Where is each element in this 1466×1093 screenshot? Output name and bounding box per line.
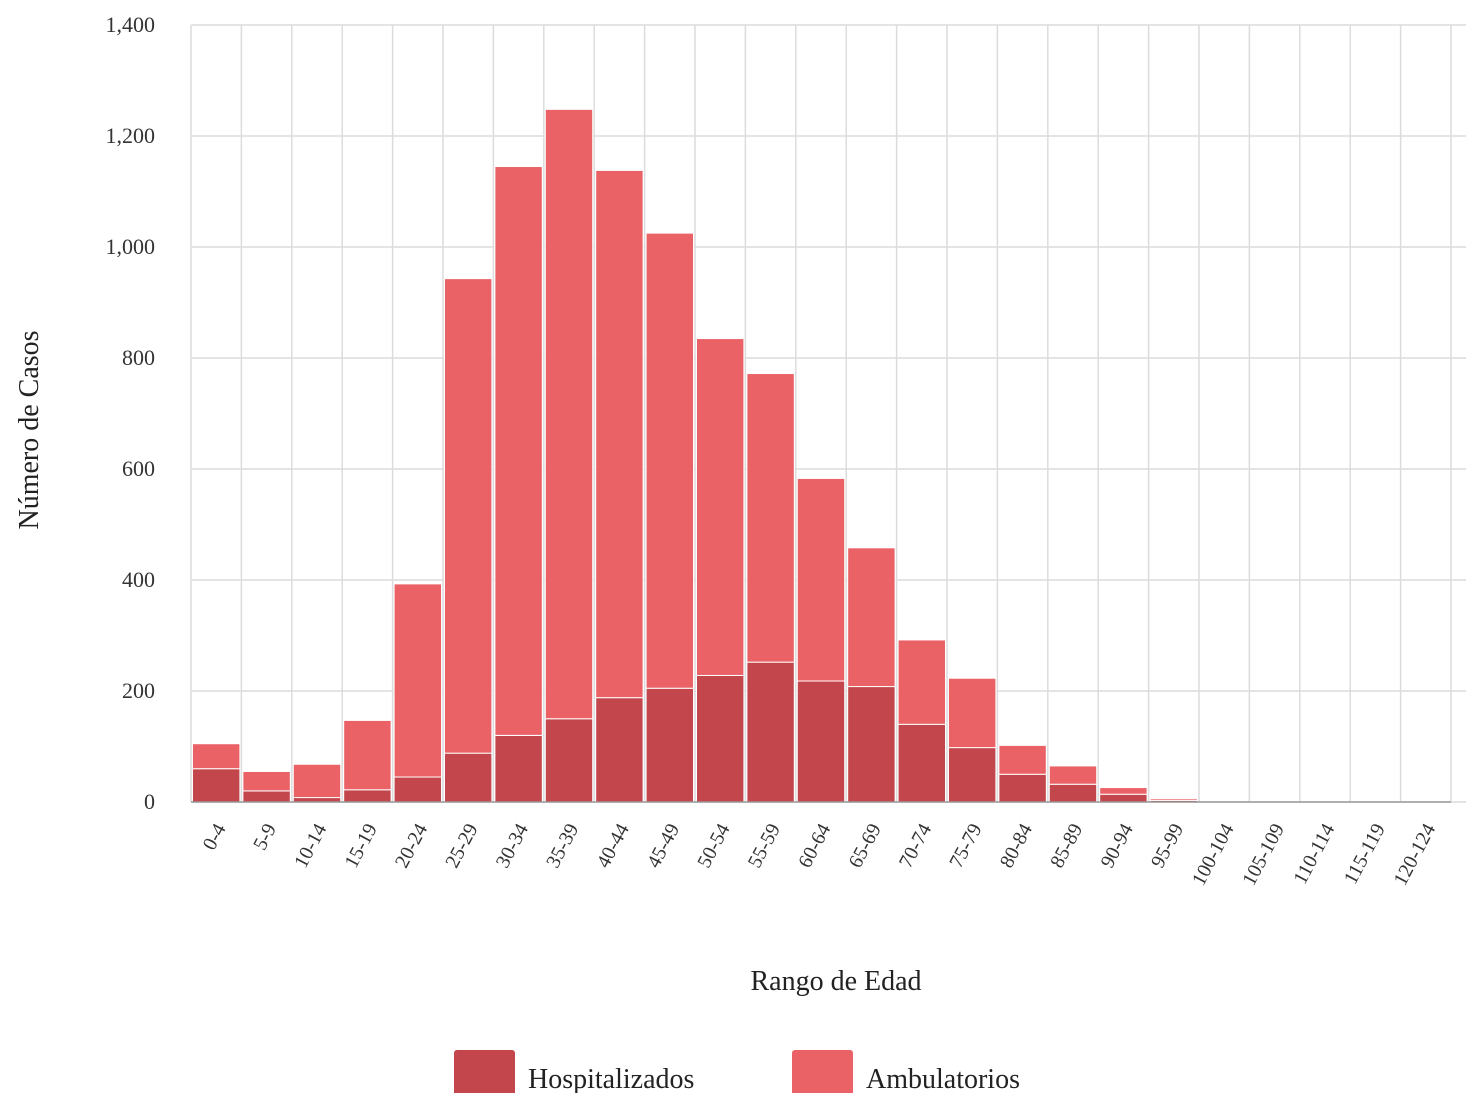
- x-tick-label: 100-104: [1188, 820, 1239, 889]
- x-tick-label: 95-99: [1147, 820, 1188, 872]
- x-tick-label: 40-44: [592, 820, 633, 872]
- x-tick-label: 90-94: [1096, 820, 1137, 872]
- bar-ambulatorios: [998, 744, 1047, 775]
- bar-hospitalizados: [494, 734, 543, 803]
- bar-ambulatorios: [796, 477, 846, 682]
- bar-hospitalizados: [696, 674, 745, 803]
- bar-ambulatorios: [494, 166, 543, 736]
- bar-ambulatorios: [696, 338, 745, 676]
- bars: [192, 108, 1198, 803]
- x-tick-label: 120-124: [1389, 820, 1440, 889]
- bar-ambulatorios: [292, 763, 342, 799]
- bar-ambulatorios: [847, 547, 896, 688]
- bar-ambulatorios: [1149, 798, 1198, 801]
- x-tick-label: 15-19: [340, 820, 381, 872]
- x-tick-label: 110-114: [1289, 820, 1339, 888]
- bar-ambulatorios: [1048, 765, 1098, 785]
- y-tick-label: 1,000: [106, 234, 156, 259]
- bar-hospitalizados: [746, 661, 795, 803]
- x-tick-label: 45-49: [643, 820, 684, 872]
- bar-hospitalizados: [847, 686, 896, 803]
- x-tick-label: 20-24: [391, 820, 432, 872]
- bar-ambulatorios: [343, 719, 392, 791]
- legend-swatch: [792, 1050, 853, 1093]
- x-tick-label: 0-4: [199, 820, 231, 854]
- bar-ambulatorios: [948, 677, 997, 749]
- x-tick-label: 10-14: [290, 820, 331, 872]
- bar-ambulatorios: [544, 108, 594, 720]
- x-axis-title: Rango de Edad: [750, 966, 921, 997]
- bar-hospitalizados: [242, 790, 291, 803]
- bar-ambulatorios: [897, 639, 946, 725]
- bar-hospitalizados: [948, 747, 997, 803]
- legend-swatch: [454, 1050, 515, 1093]
- x-tick-label: 55-59: [744, 820, 785, 872]
- x-tick-label: 25-29: [441, 820, 482, 872]
- x-tick-label: 65-69: [844, 820, 885, 872]
- bar-hospitalizados: [1048, 783, 1098, 803]
- x-tick-label: 50-54: [693, 820, 734, 872]
- bar-hospitalizados: [595, 697, 644, 803]
- bar-hospitalizados: [393, 776, 443, 803]
- bar-hospitalizados: [544, 718, 594, 803]
- y-tick-label: 200: [122, 678, 155, 703]
- x-tick-label: 70-74: [895, 820, 936, 872]
- bar-hospitalizados: [998, 773, 1047, 803]
- grid: [190, 24, 1466, 803]
- y-axis-title: Número de Casos: [14, 330, 45, 529]
- bar-ambulatorios: [444, 278, 493, 754]
- legend-label: Ambulatorios: [866, 1064, 1020, 1093]
- bar-hospitalizados: [796, 680, 846, 803]
- y-tick-label: 0: [144, 789, 155, 814]
- x-tick-label: 60-64: [794, 820, 835, 872]
- legend: Hospitalizados Ambulatorios: [454, 1050, 1020, 1093]
- x-tick-label: 80-84: [996, 820, 1037, 872]
- y-tick-label: 1,400: [106, 12, 156, 37]
- x-tick-label: 75-79: [945, 820, 986, 872]
- bar-ambulatorios: [645, 232, 694, 689]
- bar-ambulatorios: [746, 373, 795, 663]
- y-tick-label: 400: [122, 567, 155, 592]
- bar-hospitalizados: [192, 768, 241, 803]
- bar-hospitalizados: [897, 723, 946, 803]
- bar-ambulatorios: [192, 743, 241, 770]
- x-tick-label: 115-119: [1340, 820, 1390, 888]
- bar-hospitalizados: [645, 687, 694, 803]
- legend-label: Hospitalizados: [528, 1064, 694, 1093]
- x-tick-label: 105-109: [1238, 820, 1289, 889]
- y-tick-label: 600: [122, 456, 155, 481]
- y-tick-label: 800: [122, 345, 155, 370]
- x-tick-label: 5-9: [249, 820, 281, 854]
- x-tick-label: 85-89: [1046, 820, 1087, 872]
- bar-ambulatorios: [595, 169, 644, 699]
- bar-ambulatorios: [242, 770, 291, 792]
- bar-ambulatorios: [1099, 787, 1148, 795]
- bar-hospitalizados: [444, 752, 493, 803]
- bar-ambulatorios: [393, 583, 443, 778]
- y-tick-label: 1,200: [106, 123, 156, 148]
- bar-hospitalizados: [343, 789, 392, 803]
- x-tick-label: 35-39: [542, 820, 583, 872]
- bar-hospitalizados: [1099, 793, 1148, 803]
- x-tick-label: 30-34: [492, 820, 533, 872]
